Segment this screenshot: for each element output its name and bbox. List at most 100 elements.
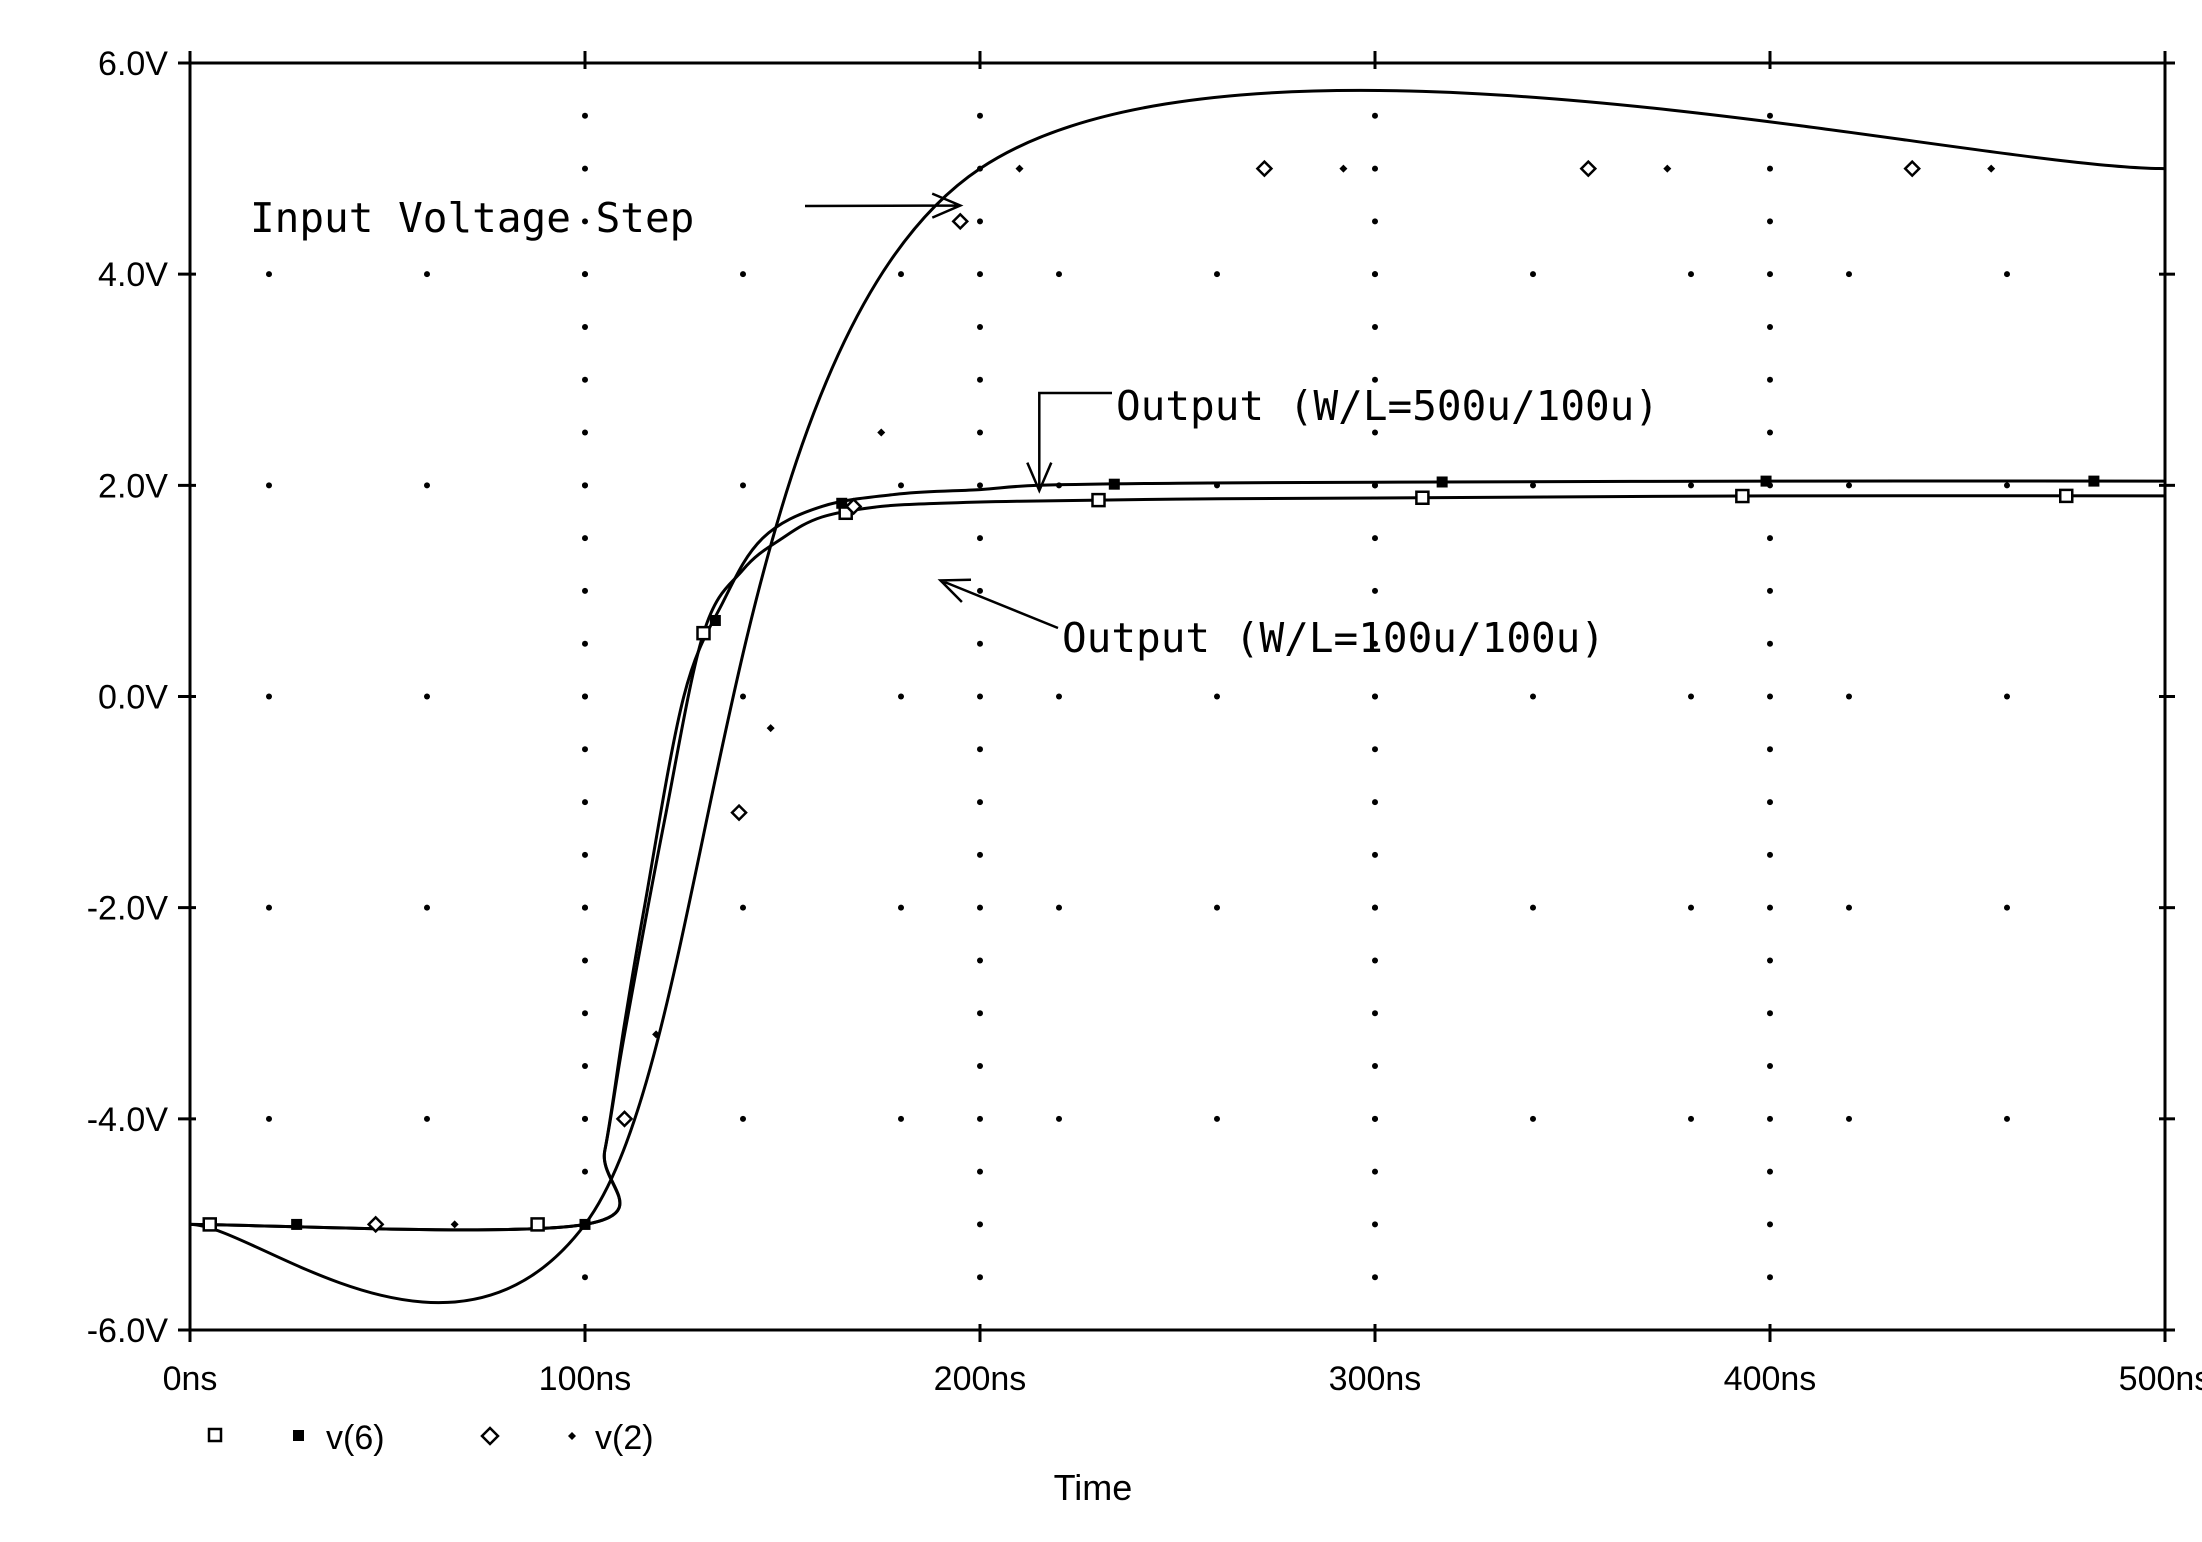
grid-dot xyxy=(740,482,746,489)
annotation-input-step: Input Voltage Step xyxy=(250,192,964,242)
marker-filled-square xyxy=(836,497,848,509)
grid-dot xyxy=(1767,587,1773,594)
grid-dot xyxy=(1688,271,1694,278)
grid-dot xyxy=(977,376,983,383)
x-tick-label: 500ns xyxy=(2119,1360,2202,1398)
grid-dot xyxy=(582,799,588,806)
grid-dot xyxy=(977,746,983,753)
legend-marker-filled-square xyxy=(293,1430,304,1441)
marker-small-dot xyxy=(1339,164,1348,173)
grid-dot xyxy=(1767,323,1773,330)
grid-dot xyxy=(1846,904,1852,911)
grid-dot xyxy=(1767,957,1773,964)
grid-dot xyxy=(1767,376,1773,383)
grid-dot xyxy=(977,1221,983,1228)
grid-dots xyxy=(266,112,2010,1281)
grid-dot xyxy=(898,1115,904,1122)
grid-dot xyxy=(1214,1115,1220,1122)
marker-open-diamond xyxy=(951,212,970,231)
y-tick-label: 4.0V xyxy=(98,256,168,294)
marker-small-dot xyxy=(450,1220,459,1229)
grid-dot xyxy=(977,799,983,806)
legend-label-v6: v(6) xyxy=(326,1419,385,1457)
grid-dot xyxy=(1372,693,1378,700)
y-tick-label: -6.0V xyxy=(87,1312,169,1350)
grid-dot xyxy=(1767,640,1773,647)
grid-dot xyxy=(977,535,983,542)
grid-dot xyxy=(740,271,746,278)
grid-dot xyxy=(1767,1221,1773,1228)
grid-dot xyxy=(1846,693,1852,700)
marker-open-square xyxy=(696,625,711,641)
y-tick-label: 6.0V xyxy=(98,45,168,83)
grid-dot xyxy=(740,693,746,700)
grid-dot xyxy=(582,218,588,225)
grid-dot xyxy=(1688,904,1694,911)
grid-dot xyxy=(1372,1221,1378,1228)
grid-dot xyxy=(977,482,983,489)
grid-dot xyxy=(582,746,588,753)
marker-open-square xyxy=(1735,488,1750,504)
grid-dot xyxy=(2004,693,2010,700)
grid-dot xyxy=(1056,271,1062,278)
grid-dot xyxy=(424,1115,430,1122)
grid-dot xyxy=(582,587,588,594)
annotation-output-500: Output (W/L=500u/100u) xyxy=(1026,382,1659,494)
marker-open-diamond xyxy=(366,1215,385,1234)
grid-dot xyxy=(977,429,983,436)
legend-label-v2: v(2) xyxy=(595,1419,654,1457)
x-tick-label: 100ns xyxy=(539,1360,632,1398)
series-line-v6-open-square xyxy=(189,494,2166,1232)
marker-small-dot xyxy=(766,724,775,733)
legend-marker-small-dot xyxy=(568,1432,576,1440)
x-tick-label: 400ns xyxy=(1724,1360,1817,1398)
grid-dot xyxy=(582,1063,588,1070)
grid-dot xyxy=(266,271,272,278)
grid-dot xyxy=(977,271,983,278)
grid-dot xyxy=(977,851,983,858)
grid-dot xyxy=(1372,482,1378,489)
grid-dot xyxy=(977,693,983,700)
y-tick-label: 2.0V xyxy=(98,467,168,505)
grid-dot xyxy=(977,640,983,647)
grid-dot xyxy=(582,535,588,542)
annotation-output-100-arrow xyxy=(937,578,1059,630)
grid-dot xyxy=(1767,1010,1773,1017)
grid-dot xyxy=(1767,799,1773,806)
grid-dot xyxy=(582,429,588,436)
grid-dot xyxy=(1372,218,1378,225)
axis-ticks xyxy=(178,51,2175,1342)
grid-dot xyxy=(1056,693,1062,700)
marker-small-dot xyxy=(1015,164,1024,173)
grid-dot xyxy=(424,693,430,700)
grid-dot xyxy=(977,1115,983,1122)
marker-open-square xyxy=(202,1217,217,1232)
grid-dot xyxy=(977,587,983,594)
x-tick-label: 200ns xyxy=(934,1360,1027,1398)
grid-dot xyxy=(1372,376,1378,383)
grid-dot xyxy=(1372,746,1378,753)
grid-dot xyxy=(977,112,983,119)
marker-open-square xyxy=(530,1217,545,1232)
grid-dot xyxy=(582,1115,588,1122)
legend-marker-open-diamond xyxy=(480,1426,500,1446)
grid-dot xyxy=(1214,271,1220,278)
tick-labels: 6.0V 4.0V 2.0V 0.0V -2.0V -4.0V -6.0V 0ns 100ns 2… xyxy=(87,45,2202,1398)
x-axis-title: Time xyxy=(1054,1467,1133,1508)
grid-dot xyxy=(1767,1063,1773,1070)
grid-dot xyxy=(1372,1010,1378,1017)
grid-dot xyxy=(1688,1115,1694,1122)
grid-dot xyxy=(2004,904,2010,911)
marker-filled-square xyxy=(579,1218,591,1230)
series-lines xyxy=(189,88,2166,1305)
grid-dot xyxy=(582,693,588,700)
grid-dot xyxy=(1846,482,1852,489)
y-tick-label: -4.0V xyxy=(87,1101,169,1139)
y-tick-label: 0.0V xyxy=(98,679,168,717)
grid-dot xyxy=(1767,1274,1773,1281)
grid-dot xyxy=(2004,271,2010,278)
grid-dot xyxy=(977,957,983,964)
y-tick-label: -2.0V xyxy=(87,890,169,928)
grid-dot xyxy=(424,482,430,489)
